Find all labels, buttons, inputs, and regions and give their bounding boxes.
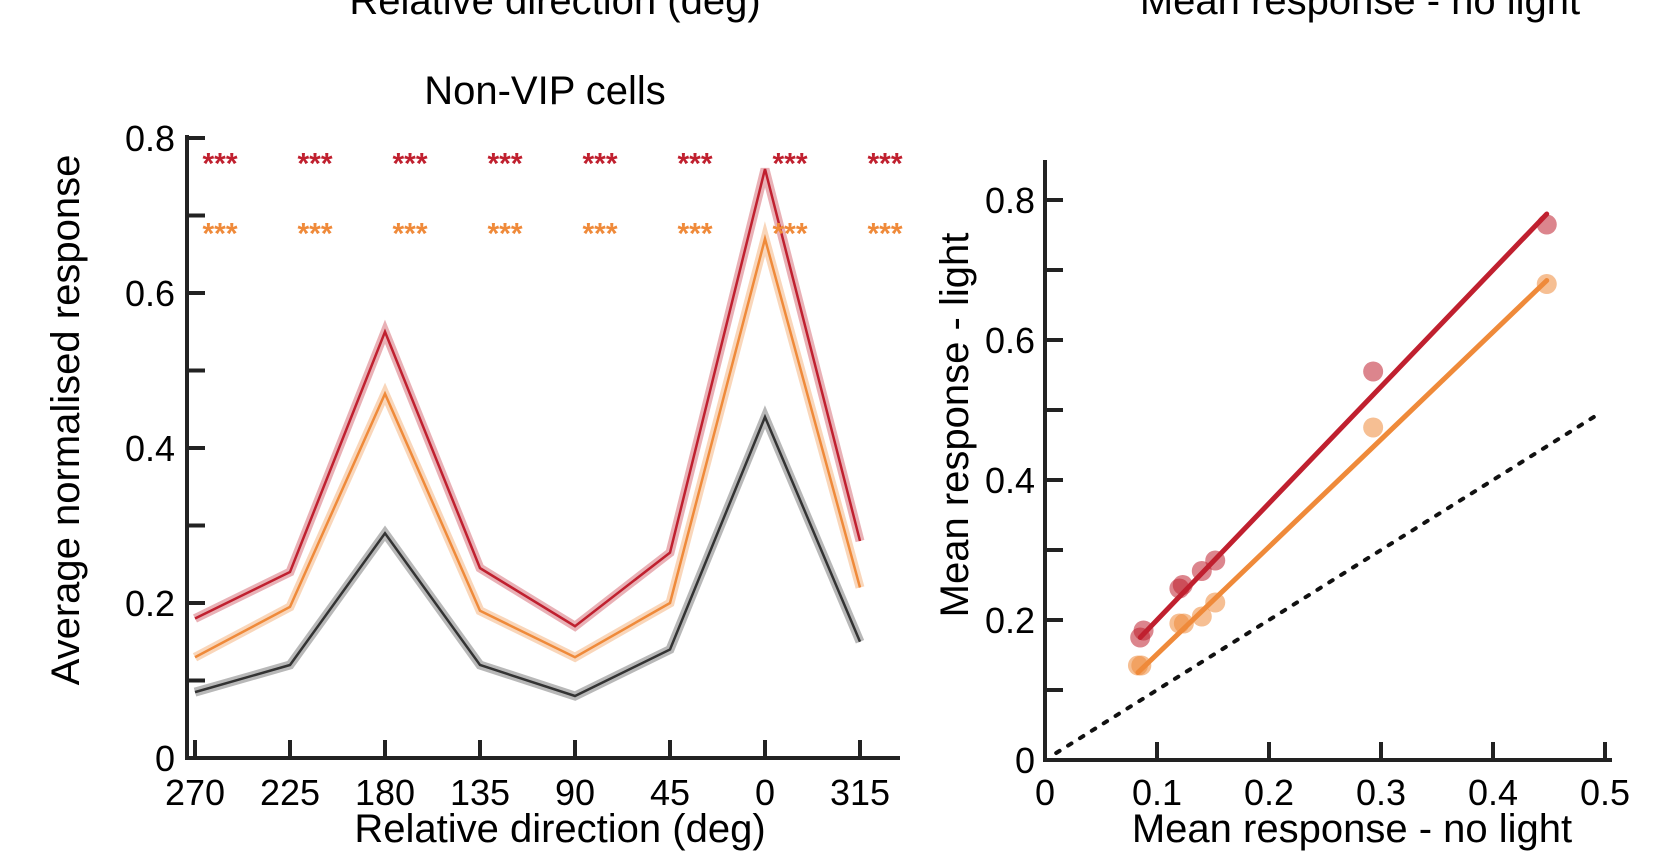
- significance-star: ***: [867, 217, 902, 250]
- x-tick-label: 315: [830, 772, 890, 813]
- orange-point: [1363, 417, 1384, 438]
- y-tick-label: 0.2: [125, 583, 175, 624]
- dark-red-point: [1536, 214, 1557, 235]
- dark-red-point: [1205, 550, 1226, 571]
- significance-star: ***: [297, 148, 332, 181]
- significance-star: ***: [677, 217, 712, 250]
- scatter-points: [1127, 214, 1557, 676]
- fit-lines: [1135, 211, 1550, 675]
- orange-point: [1191, 606, 1212, 627]
- x-tick-label: 180: [355, 772, 415, 813]
- x-axis-label: Relative direction (deg): [354, 807, 765, 851]
- dark-red-point: [1363, 361, 1384, 382]
- clipped-xlabel-top-left: Relative direction (deg): [349, 0, 760, 23]
- identity-dotted-line: [1054, 415, 1596, 755]
- y-tick-label: 0.4: [125, 428, 175, 469]
- x-tick-label: 0.5: [1580, 772, 1630, 813]
- y-tick-label: 0: [1015, 740, 1035, 781]
- x-tick-label: 0.3: [1356, 772, 1406, 813]
- x-axis-label: Mean response - no light: [1132, 807, 1572, 851]
- orange-fit-line: [1135, 278, 1550, 675]
- significance-star: ***: [297, 217, 332, 250]
- x-tick-label: 225: [260, 772, 320, 813]
- y-ticks: 0 0.2 0.4 0.6 0.8: [125, 118, 205, 779]
- black-series-line: [194, 413, 862, 698]
- y-tick-label: 0.2: [985, 600, 1035, 641]
- series-lines: [192, 167, 865, 701]
- significance-star: ***: [202, 148, 237, 181]
- y-tick-label: 0.6: [125, 273, 175, 314]
- significance-star: ***: [202, 217, 237, 250]
- significance-star: ***: [487, 217, 522, 250]
- significance-star: ***: [867, 148, 902, 181]
- x-tick-label: 0.1: [1132, 772, 1182, 813]
- significance-star: ***: [772, 148, 807, 181]
- dark-red-point: [1191, 561, 1212, 581]
- y-tick-label: 0.4: [985, 460, 1035, 501]
- orange-point: [1536, 274, 1557, 294]
- x-tick-label: 0.4: [1468, 772, 1518, 813]
- significance-stars: *** *** *** *** *** *** *** *** *** *** *** *** *** *…: [202, 148, 902, 251]
- x-tick-label: 90: [555, 772, 595, 813]
- dark-red-point: [1172, 575, 1193, 595]
- y-tick-label: 0.6: [985, 320, 1035, 361]
- x-tick-label: 0: [1035, 772, 1055, 813]
- significance-star: ***: [392, 148, 427, 181]
- y-tick-label: 0.8: [985, 180, 1035, 221]
- significance-star: ***: [582, 148, 617, 181]
- direction-tuning-chart: Non-VIP cells 0 0.2 0.4 0.6 0.8 270 225 180 135…: [44, 69, 903, 851]
- x-ticks: 0 0.1 0.2 0.3 0.4 0.5: [1035, 742, 1630, 813]
- x-tick-label: 0.2: [1244, 772, 1294, 813]
- orange-point: [1205, 592, 1226, 613]
- orange-point: [1173, 613, 1194, 634]
- identity-line: [1054, 415, 1596, 755]
- chart-title: Non-VIP cells: [424, 69, 666, 113]
- significance-star: ***: [677, 148, 712, 181]
- y-axis-label: Mean response - light: [933, 233, 977, 618]
- x-tick-label: 45: [650, 772, 690, 813]
- y-tick-label: 0: [155, 738, 175, 779]
- light-vs-nolight-scatter: 0 0.2 0.4 0.6 0.8 0 0.1 0.2 0.3 0.4 0.5 Mean resp…: [933, 160, 1630, 851]
- clipped-xlabel-top-right: Mean response - no light: [1140, 0, 1580, 23]
- significance-star: ***: [772, 217, 807, 250]
- x-tick-label: 0: [755, 772, 775, 813]
- significance-star: ***: [582, 217, 617, 250]
- x-tick-label: 270: [165, 772, 225, 813]
- y-tick-label: 0.8: [125, 118, 175, 159]
- dark-red-point: [1133, 620, 1154, 641]
- orange-point: [1131, 655, 1152, 676]
- y-axis-label: Average normalised response: [44, 155, 88, 686]
- significance-star: ***: [392, 217, 427, 250]
- x-tick-label: 135: [450, 772, 510, 813]
- x-ticks: 270 225 180 135 90 45 0 315: [165, 740, 890, 813]
- significance-star: ***: [487, 148, 522, 181]
- y-ticks: 0 0.2 0.4 0.6 0.8: [985, 180, 1063, 781]
- orange-series-line: [194, 233, 862, 659]
- dark-red-series-line: [194, 168, 862, 628]
